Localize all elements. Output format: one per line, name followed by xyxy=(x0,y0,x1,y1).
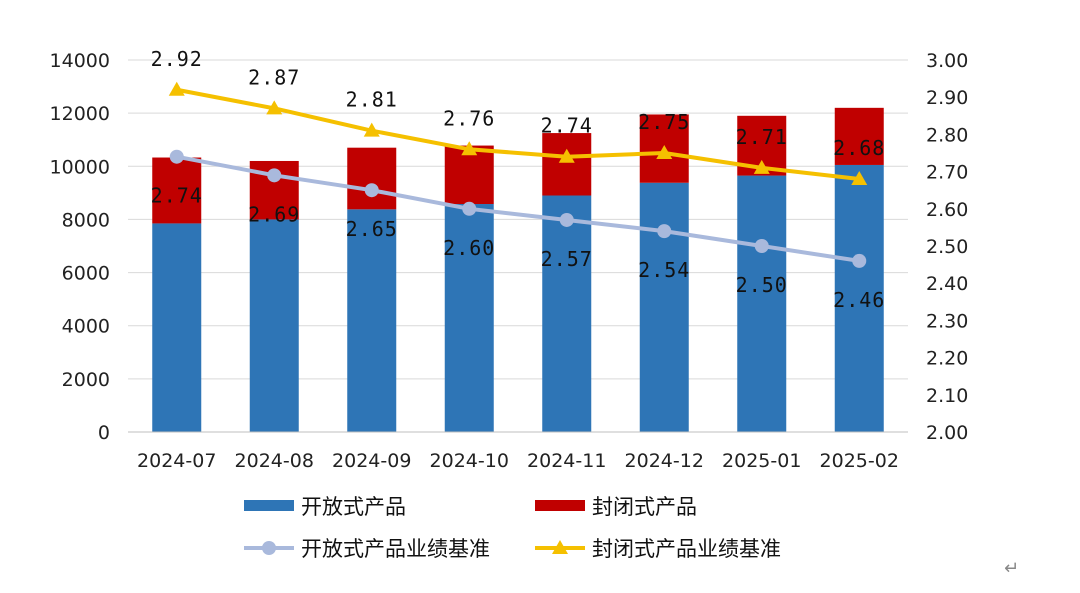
y-left-tick-label: 8000 xyxy=(62,209,110,231)
bar-open-products xyxy=(834,164,884,432)
marker-closed-benchmark xyxy=(656,145,673,159)
data-label-closed-benchmark: 2.87 xyxy=(248,65,300,89)
y-right-tick-label: 2.30 xyxy=(926,310,968,332)
legend-closed-benchmark-marker xyxy=(552,540,568,554)
data-label-open-benchmark: 2.74 xyxy=(151,184,203,208)
data-label-open-benchmark: 2.57 xyxy=(541,247,593,271)
marker-closed-benchmark xyxy=(266,100,283,115)
bar-closed-products xyxy=(444,145,494,205)
legend-open-products-label: 开放式产品 xyxy=(301,495,406,519)
bar-closed-products xyxy=(347,147,397,210)
marker-open-benchmark xyxy=(267,168,282,183)
y-right-tick-label: 2.10 xyxy=(926,385,968,407)
bar-open-products xyxy=(347,209,397,432)
data-label-closed-benchmark: 2.71 xyxy=(736,125,788,149)
y-right-tick-label: 2.40 xyxy=(926,273,968,295)
marker-open-benchmark xyxy=(462,201,477,216)
bar-open-products xyxy=(152,223,202,432)
x-tick-label: 2024-11 xyxy=(527,450,606,472)
bar-open-products xyxy=(737,175,787,433)
data-label-open-benchmark: 2.46 xyxy=(833,288,885,312)
y-right-tick-label: 2.80 xyxy=(926,124,968,146)
data-label-open-benchmark: 2.60 xyxy=(443,236,495,260)
marker-closed-benchmark xyxy=(753,159,770,174)
marker-closed-benchmark xyxy=(851,171,868,186)
legend-open-benchmark-label: 开放式产品业绩基准 xyxy=(301,537,490,561)
y-left-tick-label: 4000 xyxy=(62,316,110,338)
marker-open-benchmark xyxy=(364,183,379,198)
bar-closed-products xyxy=(542,133,592,196)
legend-closed-benchmark-label: 封闭式产品业绩基准 xyxy=(592,537,781,561)
line-closed-benchmark xyxy=(176,87,860,182)
marker-open-benchmark xyxy=(754,239,769,253)
line-open-benchmark xyxy=(176,154,860,263)
bars xyxy=(152,107,884,433)
x-tick-label: 2024-08 xyxy=(235,450,314,472)
axes: 0 2000 4000 6000 8000 10000 12000 14000 2.00 2.10… xyxy=(50,50,969,472)
bar-open-products xyxy=(542,195,592,432)
y-right-tick-label: 3.00 xyxy=(926,50,968,72)
bar-closed-products xyxy=(152,157,202,224)
marker-open-benchmark xyxy=(657,224,672,239)
y-right-tick-label: 2.60 xyxy=(926,199,968,221)
data-label-closed-benchmark: 2.76 xyxy=(443,106,495,130)
legend-closed-products-swatch xyxy=(535,500,585,511)
x-tick-label: 2024-12 xyxy=(625,450,704,472)
marker-closed-benchmark xyxy=(168,81,185,96)
marker-open-benchmark xyxy=(852,253,867,268)
return-arrow-icon: ↵ xyxy=(1004,558,1020,579)
x-tick-label: 2024-09 xyxy=(332,450,411,472)
y-right-tick-label: 2.00 xyxy=(926,422,968,444)
x-tick-label: 2025-02 xyxy=(820,450,899,472)
x-tick-label: 2024-07 xyxy=(137,450,216,472)
x-tick-label: 2024-10 xyxy=(430,450,509,472)
legend-open-benchmark-marker xyxy=(262,541,276,555)
data-label-open-benchmark: 2.54 xyxy=(638,258,690,282)
bar-open-products xyxy=(639,182,689,432)
legend-open-products-swatch xyxy=(244,500,294,511)
marker-closed-benchmark xyxy=(363,122,380,137)
marker-closed-benchmark xyxy=(558,148,575,163)
data-labels: 2.74 2.69 2.65 2.60 2.57 2.54 2.50 2.46 2.92 2.87… xyxy=(151,47,885,312)
y-right-tick-label: 2.20 xyxy=(926,348,968,370)
x-tick-label: 2025-01 xyxy=(722,450,801,472)
y-left-tick-label: 2000 xyxy=(62,369,110,391)
bar-open-products xyxy=(249,219,299,432)
y-right-tick-label: 2.90 xyxy=(926,87,968,109)
data-label-open-benchmark: 2.65 xyxy=(346,217,398,241)
data-label-closed-benchmark: 2.81 xyxy=(346,88,398,112)
data-label-closed-benchmark: 2.92 xyxy=(151,47,203,71)
y-left-tick-label: 0 xyxy=(98,422,110,444)
bar-open-products xyxy=(444,204,494,432)
y-left-tick-label: 10000 xyxy=(50,156,110,178)
marker-open-benchmark xyxy=(559,212,574,227)
y-left-tick-label: 14000 xyxy=(50,50,110,72)
data-label-closed-benchmark: 2.68 xyxy=(833,136,885,160)
marker-open-benchmark xyxy=(169,149,184,164)
y-right-tick-label: 2.50 xyxy=(926,236,968,258)
gridlines xyxy=(128,59,908,380)
y-right-tick-label: 2.70 xyxy=(926,162,968,184)
legend-closed-products-label: 封闭式产品 xyxy=(592,495,697,519)
line-series xyxy=(168,81,868,268)
y-left-tick-label: 6000 xyxy=(62,263,110,285)
data-label-closed-benchmark: 2.74 xyxy=(541,114,593,138)
data-label-closed-benchmark: 2.75 xyxy=(638,110,690,134)
data-label-open-benchmark: 2.50 xyxy=(736,273,788,297)
y-left-tick-label: 12000 xyxy=(50,103,110,125)
marker-closed-benchmark xyxy=(461,141,478,156)
data-label-open-benchmark: 2.69 xyxy=(248,202,300,226)
bar-closed-products xyxy=(834,107,884,165)
